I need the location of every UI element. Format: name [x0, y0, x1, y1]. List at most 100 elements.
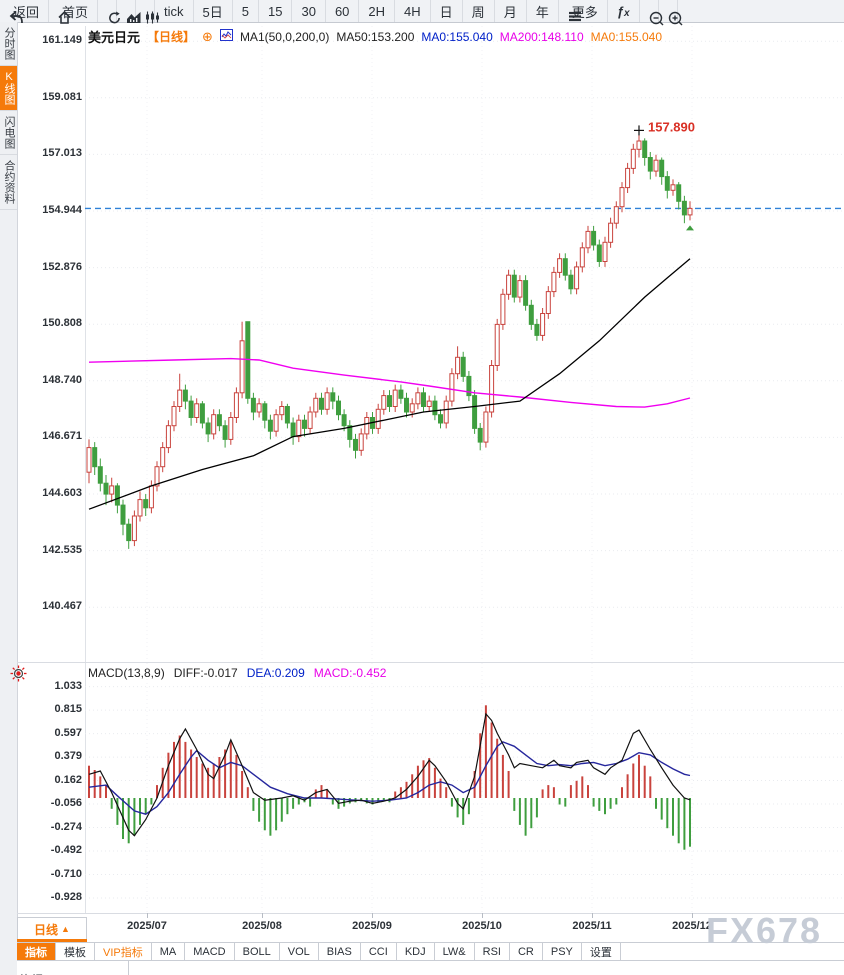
triangle-up-icon: ▲ [61, 924, 70, 934]
more-button[interactable]: 更多 [559, 0, 608, 22]
tab-BIAS[interactable]: BIAS [319, 943, 361, 960]
sidebar-item-K线图[interactable]: K线图 [0, 66, 17, 111]
sidebar-item-合约资料[interactable]: 合约资料 [0, 155, 17, 210]
ma200-value: MA200:148.110 [499, 29, 584, 44]
x-axis-tick [692, 913, 693, 918]
week-button[interactable]: 周 [463, 0, 495, 22]
price-axis-label: 140.467 [42, 600, 82, 613]
x-axis-label: 2025/12 [672, 920, 712, 932]
svg-text:157.890: 157.890 [648, 119, 695, 134]
macd-axis-label: 0.815 [54, 703, 82, 716]
x-axis-label: 2025/08 [242, 920, 282, 932]
tab-MA[interactable]: MA [152, 943, 186, 960]
add-indicator-icon[interactable]: ⊕ [202, 28, 213, 44]
tab-VOL[interactable]: VOL [280, 943, 319, 960]
x-axis-tick [262, 913, 263, 918]
x-axis-label: 2025/09 [352, 920, 392, 932]
year-button[interactable]: 年 [527, 0, 559, 22]
macd-axis-label: -0.710 [50, 867, 82, 880]
fx678-watermark: FX678 [706, 910, 823, 951]
5min-button[interactable]: 5 [233, 0, 259, 22]
period-tab-underline [17, 939, 87, 942]
price-axis-label: 157.013 [42, 147, 82, 160]
macd-dea-value: DEA:0.209 [246, 666, 305, 680]
macd-axis-label: 0.597 [54, 726, 82, 739]
candle-chart-button[interactable] [136, 0, 160, 24]
sidebar-item-闪电图[interactable]: 闪电图 [0, 111, 17, 155]
4h-button[interactable]: 4H [395, 0, 431, 22]
macd-axis-label: 0.162 [54, 773, 82, 786]
pane-divider [17, 662, 844, 663]
chart-type-sidebar: 分时图 K线图 闪电图 合约资料 [0, 22, 18, 975]
tab-CR[interactable]: CR [510, 943, 543, 960]
formula-button[interactable]: ƒx [608, 0, 640, 22]
y-axis-line [85, 26, 86, 913]
tab-PSY[interactable]: PSY [543, 943, 582, 960]
tab-LW&[interactable]: LW& [435, 943, 475, 960]
axis-divider [17, 913, 844, 914]
price-axis-label: 142.535 [42, 543, 82, 556]
macd-axis-label: -0.928 [50, 891, 82, 903]
tab-BOLL[interactable]: BOLL [235, 943, 280, 960]
tab-RSI[interactable]: RSI [475, 943, 510, 960]
price-axis-label: 144.603 [42, 487, 82, 499]
period-dropdown-tab[interactable]: 日线 ▲ [17, 917, 87, 941]
macd-chart[interactable] [85, 663, 844, 913]
x-axis-tick [592, 913, 593, 918]
macd-axis-label: 0.379 [54, 750, 82, 763]
tab-模板[interactable]: 模板 [56, 943, 95, 960]
x-axis-tick [372, 913, 373, 918]
macd-header-row: MACD(13,8,9) DIFF:-0.017 DEA:0.209 MACD:… [88, 666, 386, 680]
macd-axis-label: 1.033 [54, 679, 82, 692]
symbol-name: 美元日元 [88, 30, 141, 45]
ma50-value: MA50:153.200 [336, 29, 415, 44]
price-axis-label: 146.671 [42, 430, 82, 443]
ma0-orange-value: MA0:155.040 [590, 29, 663, 44]
2h-button[interactable]: 2H [359, 0, 396, 22]
x-axis-label: 2025/11 [572, 920, 612, 932]
mini-chart-icon [219, 29, 233, 44]
tick-button[interactable]: tick [155, 0, 194, 22]
home-button[interactable]: 首页 [49, 0, 99, 24]
sidebar-item-分时图[interactable]: 分时图 [0, 22, 17, 66]
x-axis-label: 2025/07 [127, 920, 167, 932]
tab-news[interactable]: 资讯 [17, 961, 129, 975]
tab-设置[interactable]: 设置 [582, 943, 621, 960]
macd-diff-value: DIFF:-0.017 [173, 666, 238, 680]
price-axis-label: 152.876 [42, 260, 82, 273]
refresh-button[interactable] [98, 0, 120, 24]
back-button[interactable]: 返回 [0, 0, 50, 24]
period-label: 【日线】 [147, 30, 196, 44]
tab-指标[interactable]: 指标 [17, 943, 56, 960]
x-axis-label: 2025/10 [462, 920, 502, 932]
macd-axis-label: -0.274 [50, 820, 82, 833]
month-button[interactable]: 月 [495, 0, 527, 22]
x-axis-tick [482, 913, 483, 918]
day-button[interactable]: 日 [431, 0, 463, 22]
tab-MACD[interactable]: MACD [185, 943, 235, 960]
tab-VIP指标[interactable]: VIP指标 [95, 943, 152, 960]
30min-button[interactable]: 30 [292, 0, 326, 22]
chart-title-row: 美元日元 【日线】 ⊕ MA1(50,0,200,0) MA50:153.200… [88, 27, 662, 46]
macd-title: MACD(13,8,9) [88, 666, 165, 680]
5day-button[interactable]: 5日 [194, 0, 233, 22]
price-axis-label: 159.081 [42, 90, 82, 103]
top-toolbar: 返回 首页 tick 5日 5 15 30 60 2H 4H 日周月年更多 ƒx [0, 0, 844, 26]
price-axis-label: 150.808 [42, 317, 82, 330]
price-axis-label: 154.944 [42, 204, 82, 216]
zoom-out-button[interactable] [640, 0, 664, 26]
ma-settings: MA1(50,0,200,0) [239, 29, 330, 44]
15min-button[interactable]: 15 [259, 0, 293, 22]
area-chart-button[interactable] [117, 0, 141, 23]
macd-axis-label: -0.492 [50, 844, 82, 856]
60min-button[interactable]: 60 [326, 0, 360, 22]
ma0-blue-value: MA0:155.040 [421, 29, 493, 44]
tab-CCI[interactable]: CCI [361, 943, 397, 960]
formula-icon: ƒx [616, 3, 630, 19]
zoom-in-button[interactable] [659, 0, 683, 26]
indicator-settings-icon[interactable] [10, 665, 27, 687]
candlestick-chart[interactable]: 157.890 [85, 26, 844, 662]
price-axis-label: 161.149 [42, 34, 82, 47]
tab-KDJ[interactable]: KDJ [397, 943, 435, 960]
